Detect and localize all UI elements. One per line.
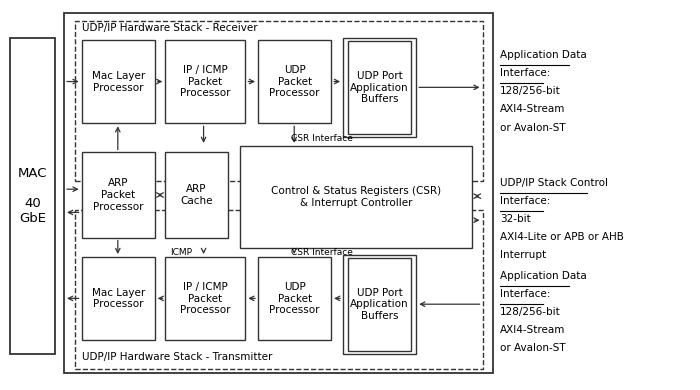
Bar	[165, 152, 228, 238]
Text: CSR Interface: CSR Interface	[291, 135, 353, 144]
Bar	[240, 146, 472, 248]
Bar	[165, 257, 246, 340]
Text: 128/256-bit: 128/256-bit	[500, 86, 561, 96]
Text: UDP/IP Hardware Stack - Transmitter: UDP/IP Hardware Stack - Transmitter	[82, 352, 272, 362]
Bar	[258, 257, 331, 340]
Text: or Avalon-ST: or Avalon-ST	[500, 122, 566, 133]
Text: AXI4-Stream: AXI4-Stream	[500, 105, 566, 114]
Bar	[343, 255, 416, 354]
Bar	[82, 257, 155, 340]
Text: Mac Layer
Processor: Mac Layer Processor	[92, 71, 145, 92]
Text: Application Data: Application Data	[500, 271, 587, 280]
Text: Interface:: Interface:	[500, 196, 550, 206]
Text: ICMP: ICMP	[170, 248, 192, 257]
Text: 32-bit: 32-bit	[500, 214, 531, 224]
Bar	[76, 21, 483, 181]
Text: Interface:: Interface:	[500, 289, 550, 299]
Bar	[82, 152, 155, 238]
Text: IP / ICMP
Packet
Processor: IP / ICMP Packet Processor	[180, 282, 230, 315]
Text: Application Data: Application Data	[500, 50, 587, 60]
Bar	[258, 40, 331, 123]
Text: CSR Interface: CSR Interface	[291, 248, 353, 257]
Text: UDP
Packet
Processor: UDP Packet Processor	[270, 65, 320, 98]
Bar	[64, 13, 493, 373]
Text: Interface:: Interface:	[500, 68, 550, 78]
Text: ARP
Cache: ARP Cache	[181, 184, 213, 206]
Text: UDP Port
Application
Buffers: UDP Port Application Buffers	[350, 288, 409, 321]
Bar	[10, 38, 55, 354]
Text: Interrupt: Interrupt	[500, 250, 546, 261]
Text: AXI4-Stream: AXI4-Stream	[500, 325, 566, 335]
Text: Control & Status Registers (CSR)
& Interrupt Controller: Control & Status Registers (CSR) & Inter…	[271, 186, 441, 208]
Text: 128/256-bit: 128/256-bit	[500, 307, 561, 317]
Text: UDP
Packet
Processor: UDP Packet Processor	[270, 282, 320, 315]
Text: UDP/IP Stack Control: UDP/IP Stack Control	[500, 177, 608, 188]
Bar	[348, 41, 412, 134]
Bar	[82, 40, 155, 123]
Bar	[343, 38, 416, 137]
Text: UDP Port
Application
Buffers: UDP Port Application Buffers	[350, 71, 409, 104]
Text: ARP
Packet
Processor: ARP Packet Processor	[93, 178, 144, 212]
Text: Mac Layer
Processor: Mac Layer Processor	[92, 288, 145, 309]
Bar	[348, 258, 412, 351]
Bar	[76, 211, 483, 369]
Text: MAC

40
GbE: MAC 40 GbE	[18, 167, 47, 225]
Bar	[165, 40, 246, 123]
Text: or Avalon-ST: or Avalon-ST	[500, 343, 566, 353]
Text: AXI4-Lite or APB or AHB: AXI4-Lite or APB or AHB	[500, 232, 624, 242]
Text: UDP/IP Hardware Stack - Receiver: UDP/IP Hardware Stack - Receiver	[82, 23, 257, 33]
Text: IP / ICMP
Packet
Processor: IP / ICMP Packet Processor	[180, 65, 230, 98]
